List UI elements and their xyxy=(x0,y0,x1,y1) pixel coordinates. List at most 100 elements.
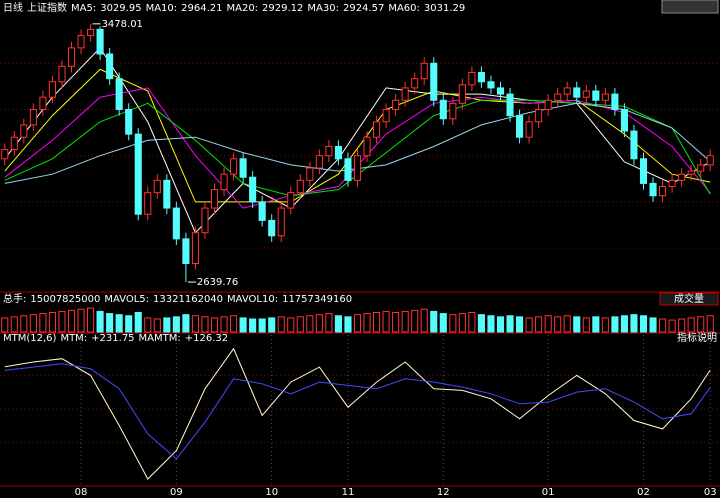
candle-body xyxy=(210,189,219,209)
volume-bar xyxy=(687,317,695,333)
candle-body xyxy=(706,155,714,166)
volume-bar xyxy=(401,310,409,333)
legend-label: MTM: xyxy=(60,333,87,344)
indicator-button-label[interactable]: 成交量 xyxy=(674,292,704,305)
volume-bar xyxy=(554,316,562,333)
x-tick-label: 11 xyxy=(342,487,355,498)
volume-bar xyxy=(239,317,247,333)
volume-bar xyxy=(430,310,438,333)
volume-bar xyxy=(153,318,161,333)
x-tick-label: 12 xyxy=(437,487,450,498)
candle-body xyxy=(582,90,590,98)
volume-bar xyxy=(67,309,76,333)
volume-bar xyxy=(573,316,581,333)
volume-bar xyxy=(144,317,152,333)
volume-bar xyxy=(325,313,333,333)
volume-bar xyxy=(363,313,371,333)
candle-body xyxy=(87,28,95,37)
window-button[interactable] xyxy=(661,0,719,14)
volume-bar xyxy=(10,316,18,333)
legend-value: 2964.21 xyxy=(181,3,222,14)
annotation: 3478.01 xyxy=(102,19,143,30)
volume-bar xyxy=(697,316,705,333)
volume-bar xyxy=(668,319,676,333)
candle-body xyxy=(420,62,428,80)
candle-body xyxy=(172,207,180,240)
candle-body xyxy=(1,149,9,160)
candle-body xyxy=(10,136,18,151)
candle-body xyxy=(20,124,28,138)
candle-body xyxy=(639,158,648,184)
series-line xyxy=(4,102,711,184)
volume-bar xyxy=(706,315,714,333)
volume-bar xyxy=(201,316,209,333)
candle-body xyxy=(449,102,457,120)
volume-bar xyxy=(39,313,47,333)
volume-bar xyxy=(220,316,228,333)
volume-bar xyxy=(420,308,428,333)
candle-body xyxy=(344,158,352,181)
volume-bar xyxy=(611,316,619,333)
volume-bar xyxy=(58,310,66,333)
volume-bar xyxy=(468,312,476,333)
candle-body xyxy=(496,87,505,95)
volume-bar xyxy=(639,315,648,333)
candle-body xyxy=(191,232,199,265)
candle-body xyxy=(573,87,581,98)
legend-value: +126.32 xyxy=(185,333,228,344)
volume-bar xyxy=(315,314,323,333)
volume-bar xyxy=(525,317,533,333)
volume-bar xyxy=(115,314,123,333)
candle-body xyxy=(592,90,600,101)
candle-body xyxy=(468,72,476,86)
legend-label: MAMTM: xyxy=(139,333,181,344)
candle-body xyxy=(67,47,76,67)
candle-body xyxy=(277,207,285,237)
indicator-button[interactable] xyxy=(659,292,719,306)
volume-bar xyxy=(601,317,609,333)
volume-bar xyxy=(496,316,505,333)
indicator-title: MTM(12,6) xyxy=(3,333,57,344)
legend-value: 3031.29 xyxy=(424,3,465,14)
volume-bar xyxy=(458,313,466,333)
candle-body xyxy=(287,192,295,209)
series-line xyxy=(4,347,711,480)
candle-body xyxy=(649,182,657,197)
legend-label: MA30: xyxy=(307,3,339,14)
series-line xyxy=(4,68,711,203)
indicator-help[interactable]: 指标说明 xyxy=(677,331,717,344)
volume-bar xyxy=(134,312,142,333)
candle-body xyxy=(306,167,314,181)
chart-title: 上证指数 xyxy=(27,1,67,14)
candle-body xyxy=(48,81,56,98)
candle-body xyxy=(401,87,409,101)
volume-bar xyxy=(163,317,171,333)
x-tick-label: 03 xyxy=(704,487,717,498)
volume-bar xyxy=(477,314,485,333)
candle-body xyxy=(296,179,304,194)
x-tick-label: 02 xyxy=(637,487,650,498)
candle-body xyxy=(611,93,619,110)
volume-bar xyxy=(630,314,638,333)
candle-body xyxy=(249,176,257,203)
legend-value: 3029.95 xyxy=(100,3,141,14)
volume-bar xyxy=(487,315,495,333)
candle-body xyxy=(554,93,562,101)
legend-label: MA20: xyxy=(226,3,258,14)
candle-body xyxy=(392,99,400,110)
volume-bar xyxy=(334,315,342,333)
volume-bar xyxy=(449,314,457,333)
volume-bar xyxy=(287,317,295,333)
candle-body xyxy=(230,158,238,175)
volume-bar xyxy=(277,316,285,333)
legend-label: MA10: xyxy=(146,3,178,14)
legend-value: 11757349160 xyxy=(282,294,352,305)
candle-body xyxy=(144,192,152,215)
candle-body xyxy=(487,81,495,89)
candle-body xyxy=(506,93,514,117)
volume-bar xyxy=(582,317,590,333)
candle-body xyxy=(563,87,571,95)
volume-bar xyxy=(392,312,400,333)
volume-bar xyxy=(306,315,314,333)
legend-value: 15007825000 xyxy=(30,294,100,305)
